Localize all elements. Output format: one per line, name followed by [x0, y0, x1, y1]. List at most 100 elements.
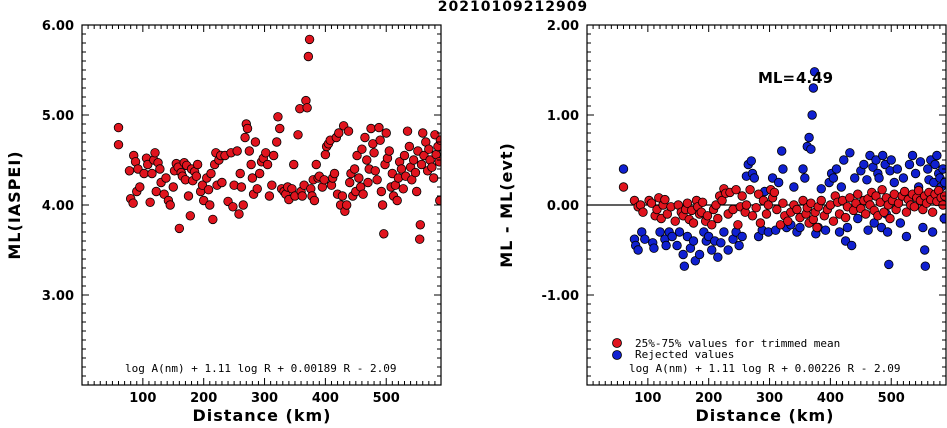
- rejected-data-point: [808, 83, 819, 93]
- data-point: [293, 130, 303, 140]
- right-y-tick-label: 1.00: [547, 109, 579, 124]
- left-y-tick-label: 6.00: [42, 19, 74, 34]
- data-point: [235, 168, 245, 179]
- accepted-data-point: [772, 204, 782, 215]
- accepted-data-point: [927, 207, 938, 217]
- rejected-data-point: [795, 222, 805, 233]
- data-point: [372, 175, 382, 185]
- right-y-tick-label: 0.00: [547, 199, 579, 214]
- data-point: [354, 173, 364, 183]
- data-point: [366, 123, 376, 134]
- accepted-data-point: [885, 213, 895, 224]
- data-point: [192, 159, 203, 170]
- data-point: [370, 166, 380, 176]
- accepted-data-point: [702, 211, 713, 221]
- rejected-data-point: [907, 150, 918, 161]
- accepted-data-point: [753, 189, 764, 199]
- data-point: [424, 144, 434, 154]
- left-x-tick-label: 400: [312, 391, 339, 406]
- accepted-data-point: [845, 193, 855, 203]
- accepted-data-point: [638, 207, 648, 217]
- accepted-data-point: [761, 209, 772, 219]
- data-point: [349, 164, 360, 174]
- data-point: [329, 168, 340, 179]
- data-point: [238, 200, 248, 210]
- rejected-data-point: [871, 155, 881, 165]
- data-point: [246, 159, 256, 170]
- rejected-data-point: [674, 227, 685, 237]
- rejected-data-point: [898, 173, 909, 183]
- left-y-axis-title: ML(IASPEI): [5, 150, 24, 259]
- data-point: [428, 173, 439, 183]
- accepted-data-point: [763, 200, 774, 210]
- data-point: [345, 177, 355, 188]
- data-point: [297, 191, 307, 201]
- rejected-data-point: [800, 173, 810, 183]
- rejected-data-point: [886, 155, 896, 165]
- data-point: [375, 135, 385, 145]
- data-point: [416, 159, 427, 170]
- data-point: [398, 184, 408, 194]
- ml-residual-axes: 100 200 300 400 500 -1.00 0.00 1.00 2.00: [542, 19, 947, 406]
- data-point: [183, 191, 194, 201]
- data-point: [358, 189, 368, 199]
- rejected-data-point: [850, 173, 860, 183]
- data-point: [415, 234, 425, 244]
- data-point: [303, 51, 314, 62]
- left-x-tick-label: 500: [373, 391, 400, 406]
- data-point: [168, 182, 178, 192]
- left-y-tick-label: 4.00: [42, 199, 74, 214]
- ml-iaspei-axes: 100 200 300 400 500 3.00 4.00 5.00 6.00: [42, 19, 442, 406]
- accepted-data-point: [889, 189, 899, 199]
- data-point: [247, 173, 258, 183]
- data-point: [261, 148, 271, 158]
- data-point: [272, 137, 282, 147]
- rejected-data-point: [688, 236, 699, 246]
- accepted-data-point: [778, 198, 788, 208]
- data-point: [435, 195, 441, 206]
- right-x-tick-label: 200: [695, 391, 722, 406]
- data-point: [234, 209, 244, 219]
- data-point: [267, 180, 277, 190]
- data-point: [252, 184, 262, 194]
- data-point: [264, 191, 275, 201]
- accepted-data-point: [853, 189, 863, 199]
- rejected-data-point: [713, 252, 723, 262]
- data-point: [191, 171, 202, 181]
- data-point: [343, 126, 354, 136]
- rejected-data-point: [734, 240, 744, 251]
- ml-iaspei-chart: 100 200 300 400 500 3.00 4.00 5.00 6.00 log A(nm…: [5, 19, 442, 425]
- rejected-data-point: [778, 164, 788, 174]
- right-x-tick-label: 400: [817, 391, 844, 406]
- data-point: [174, 223, 185, 234]
- rejected-data-point: [640, 234, 650, 244]
- data-point: [203, 184, 214, 195]
- right-y-axis-title: ML - ML(evt): [497, 142, 516, 268]
- data-point: [379, 229, 389, 239]
- rejected-data-point: [895, 218, 906, 228]
- rejected-data-point: [809, 67, 820, 77]
- data-point: [155, 164, 165, 174]
- rejected-data-point: [678, 249, 688, 260]
- accepted-data-point: [792, 204, 802, 215]
- data-point: [415, 220, 426, 230]
- data-point: [302, 103, 312, 113]
- data-point: [262, 159, 273, 170]
- data-point: [228, 202, 238, 212]
- data-point: [376, 186, 387, 197]
- data-point: [362, 155, 372, 165]
- right-y-tick-label: 2.00: [547, 19, 579, 34]
- accepted-data-point: [747, 211, 758, 221]
- right-x-axis-title: Distance (km): [696, 406, 835, 425]
- rejected-data-point: [649, 243, 659, 253]
- rejected-data-point: [723, 245, 733, 255]
- accepted-data-point: [682, 198, 693, 208]
- ml-value: 4.49: [796, 69, 833, 87]
- data-point: [145, 197, 155, 208]
- accepted-data-point: [879, 207, 889, 217]
- data-point: [205, 200, 215, 210]
- accepted-data-point: [737, 191, 747, 201]
- data-point: [150, 148, 160, 158]
- data-point: [341, 200, 352, 210]
